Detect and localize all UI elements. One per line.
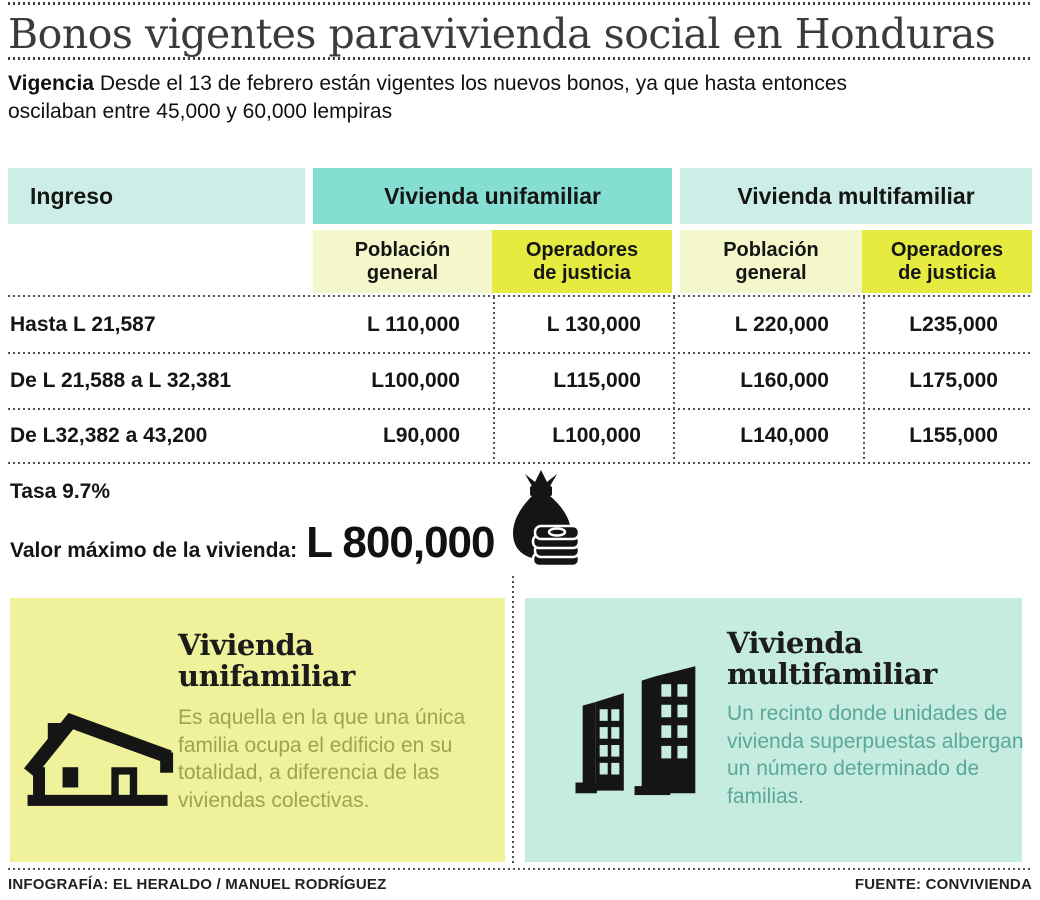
subheader-unifam-operadores: Operadores de justicia (492, 230, 672, 293)
subtitle-label: Vigencia (8, 72, 94, 95)
row-income: De L 21,588 a L 32,381 (10, 369, 232, 392)
subtitle-line2: oscilaban entre 45,000 y 60,000 lempiras (8, 99, 393, 123)
unifamiliar-definition-box: Vivienda unifamiliar Es aquella en la qu… (10, 598, 505, 862)
title-dotted-rule (8, 57, 1032, 60)
box-desc-multifamiliar: Un recinto donde unidades de vivienda su… (727, 702, 1024, 808)
rate-text: Tasa 9.7% (10, 480, 111, 503)
page-title: Bonos vigentes paravivienda social en Ho… (8, 10, 996, 58)
max-value-line: Valor máximo de la vivienda: L 800,000 (10, 518, 495, 568)
boxes-divider-vrule (512, 576, 514, 866)
money-bag-icon (513, 470, 581, 568)
table-row: De L32,382 a 43,200 L90,000 L100,000 L14… (0, 408, 1040, 462)
subtitle-line1: Vigencia Desde el 13 de febrero están vi… (8, 70, 968, 98)
row-value: L100,000 (552, 424, 641, 447)
footer-credit: INFOGRAFÍA: EL HERALDO / MANUEL RODRÍGUE… (8, 876, 387, 893)
buildings-icon (575, 666, 696, 796)
footer-dotted-rule (8, 868, 1032, 870)
row-value: L235,000 (909, 313, 998, 336)
table-rule-3 (8, 408, 1032, 410)
multifamiliar-definition-box: Vivienda multifamiliar Un recinto donde … (525, 598, 1024, 862)
row-value: L140,000 (740, 424, 829, 447)
row-value: L115,000 (553, 369, 641, 392)
footer-source: FUENTE: CONVIVIENDA (854, 876, 1032, 893)
table-vrule-3 (863, 297, 865, 462)
row-value: L155,000 (909, 424, 998, 447)
subheader-label: Población general (723, 238, 819, 284)
income-header-cell: Ingreso (8, 168, 305, 224)
row-value: L 130,000 (546, 313, 641, 336)
group-header-multifamiliar: Vivienda multifamiliar (680, 168, 1032, 224)
table-row: Hasta L 21,587 L 110,000 L 130,000 L 220… (0, 296, 1040, 352)
top-dotted-rule (8, 2, 1032, 5)
max-value-label: Valor máximo de la vivienda: (10, 539, 298, 562)
row-value: L175,000 (909, 369, 998, 392)
subheader-multifam-poblacion: Población general (680, 230, 862, 293)
row-income: Hasta L 21,587 (10, 313, 156, 336)
subheader-unifam-poblacion: Población general (313, 230, 492, 293)
row-value: L90,000 (382, 424, 460, 447)
box-title-unifamiliar: Vivienda unifamiliar (178, 628, 355, 694)
subheader-label: Operadores de justicia (525, 238, 639, 284)
subheader-multifam-operadores: Operadores de justicia (862, 230, 1032, 293)
table-rule-4 (8, 462, 1032, 464)
row-value: L100,000 (371, 369, 460, 392)
table-vrule-1 (493, 297, 495, 462)
subheader-label: Operadores de justicia (890, 238, 1004, 284)
row-income: De L32,382 a 43,200 (10, 424, 208, 447)
subheader-label: Población general (354, 238, 451, 284)
group-header-unifamiliar: Vivienda unifamiliar (313, 168, 672, 224)
max-value-amount: L 800,000 (306, 518, 495, 567)
row-value: L 110,000 (366, 313, 460, 336)
box-desc-unifamiliar: Es aquella en la que una única familia o… (178, 706, 466, 812)
table-rule-2 (8, 352, 1032, 354)
box-title-multifamiliar: Vivienda multifamiliar (727, 626, 937, 692)
row-value: L160,000 (740, 369, 829, 392)
subtitle-text-1: Desde el 13 de febrero están vigentes lo… (99, 72, 848, 95)
subtitle: Vigencia Desde el 13 de febrero están vi… (8, 70, 968, 125)
table-vrule-2 (673, 297, 675, 462)
house-icon (23, 712, 174, 806)
table-rule-1 (8, 295, 1032, 297)
row-value: L 220,000 (734, 313, 829, 336)
table-row: De L 21,588 a L 32,381 L100,000 L115,000… (0, 352, 1040, 408)
